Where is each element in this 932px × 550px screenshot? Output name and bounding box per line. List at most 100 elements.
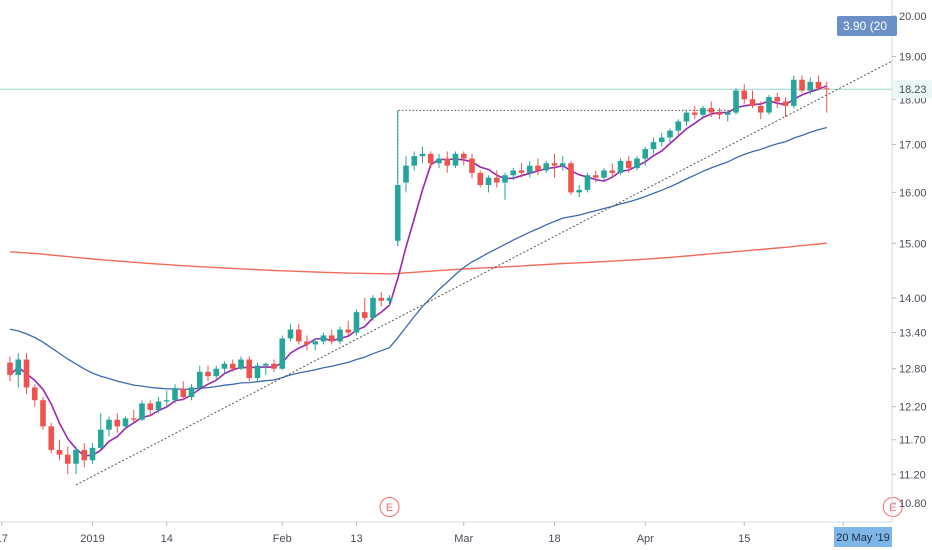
candle-body [790, 79, 797, 106]
candle-body [97, 429, 104, 448]
candle-body [271, 363, 277, 369]
short-average-line [9, 85, 828, 457]
price-tick-label: 11.20 [899, 469, 926, 481]
candle-body [436, 158, 442, 164]
candle-body [799, 79, 805, 91]
candle-body [122, 418, 129, 427]
time-tick-label: 2019 [80, 533, 104, 545]
trend-line [75, 60, 893, 486]
candle-body [130, 418, 137, 420]
candle-body [394, 184, 401, 241]
candle-body [361, 312, 368, 318]
candle-body [254, 365, 261, 379]
candle-body [23, 359, 30, 388]
candle-body [386, 297, 393, 301]
candle-body [262, 363, 269, 366]
price-tick-label: 14.00 [899, 293, 927, 305]
price-tick-label: 20.00 [899, 11, 927, 23]
candle-body [535, 165, 541, 171]
candle-body [370, 297, 376, 318]
price-tick-label: 17.00 [899, 139, 927, 151]
candle-body [716, 112, 723, 115]
candle-body [559, 163, 566, 166]
price-tick-label: 16.00 [899, 187, 927, 199]
candle-body [452, 153, 459, 166]
time-tick-label: 14 [161, 533, 173, 545]
price-tick-label: 12.20 [899, 402, 927, 414]
date-badge-label: 20 May '19 [836, 532, 889, 544]
candle-body [568, 163, 574, 193]
candle-body [485, 177, 492, 185]
candle-body [502, 175, 508, 183]
indicator-lines [0, 60, 893, 486]
candle-body [477, 172, 484, 185]
price-tick-label: 15.00 [899, 238, 927, 250]
price-tick-label: 10.80 [899, 498, 927, 510]
time-tick-label: 17 [0, 533, 8, 545]
candle-body [782, 101, 789, 106]
price-tick-label: 13.40 [899, 328, 927, 340]
candle-body [460, 153, 467, 159]
candle-body [106, 419, 112, 430]
candle-body [188, 387, 195, 398]
partial-label-text: 3.90 (20 [843, 19, 887, 33]
candle-body [7, 362, 13, 375]
candle-body [658, 137, 665, 143]
earnings-marker-label: E [889, 502, 896, 514]
candle-body [617, 160, 624, 173]
candle-body [543, 163, 550, 171]
candle-body [180, 388, 187, 398]
candle-body [205, 371, 211, 377]
candle-body [213, 368, 220, 377]
date-badge [834, 527, 892, 547]
candle-body [279, 338, 286, 369]
time-tick-label: Apr [637, 533, 654, 545]
candle-body [403, 165, 409, 183]
mid-average-line [9, 126, 827, 390]
candle-body [609, 170, 616, 173]
partial-label-badge [837, 16, 897, 36]
candle-body [378, 297, 385, 301]
candles [7, 75, 830, 475]
candle-body [675, 121, 682, 131]
candle-body [708, 108, 715, 113]
last-price-badge [893, 80, 932, 99]
candle-body [576, 189, 583, 193]
earnings-marker-circle [379, 497, 400, 517]
candle-body [741, 90, 748, 100]
candle-body [221, 363, 228, 369]
candle-body [238, 359, 244, 369]
candle-body [642, 149, 649, 159]
candle-body [155, 401, 162, 410]
long-average-line [9, 242, 827, 275]
candle-body [444, 158, 451, 166]
level-line [397, 109, 736, 247]
time-tick-label: Feb [273, 533, 292, 545]
candle-body [634, 158, 640, 169]
candle-body [312, 341, 319, 345]
candle-body [172, 388, 178, 401]
candle-body [526, 165, 533, 173]
candle-body [320, 335, 327, 342]
candle-body [469, 158, 475, 173]
candle-body [304, 341, 310, 345]
candle-body [64, 454, 71, 464]
candle-body [493, 177, 500, 183]
candle-body [823, 88, 830, 90]
last-price-label: 18.23 [899, 84, 927, 96]
candle-body [683, 112, 690, 122]
candle-body [287, 329, 294, 339]
price-tick-label: 12.80 [899, 364, 927, 376]
candle-body [345, 329, 352, 333]
candle-body [419, 153, 426, 157]
candle-body [691, 112, 698, 115]
candle-body [246, 359, 253, 379]
candle-body [774, 97, 781, 102]
candle-body [196, 371, 203, 388]
candle-body [147, 403, 154, 410]
candle-body [328, 335, 335, 342]
time-tick-label: 18 [548, 533, 560, 545]
